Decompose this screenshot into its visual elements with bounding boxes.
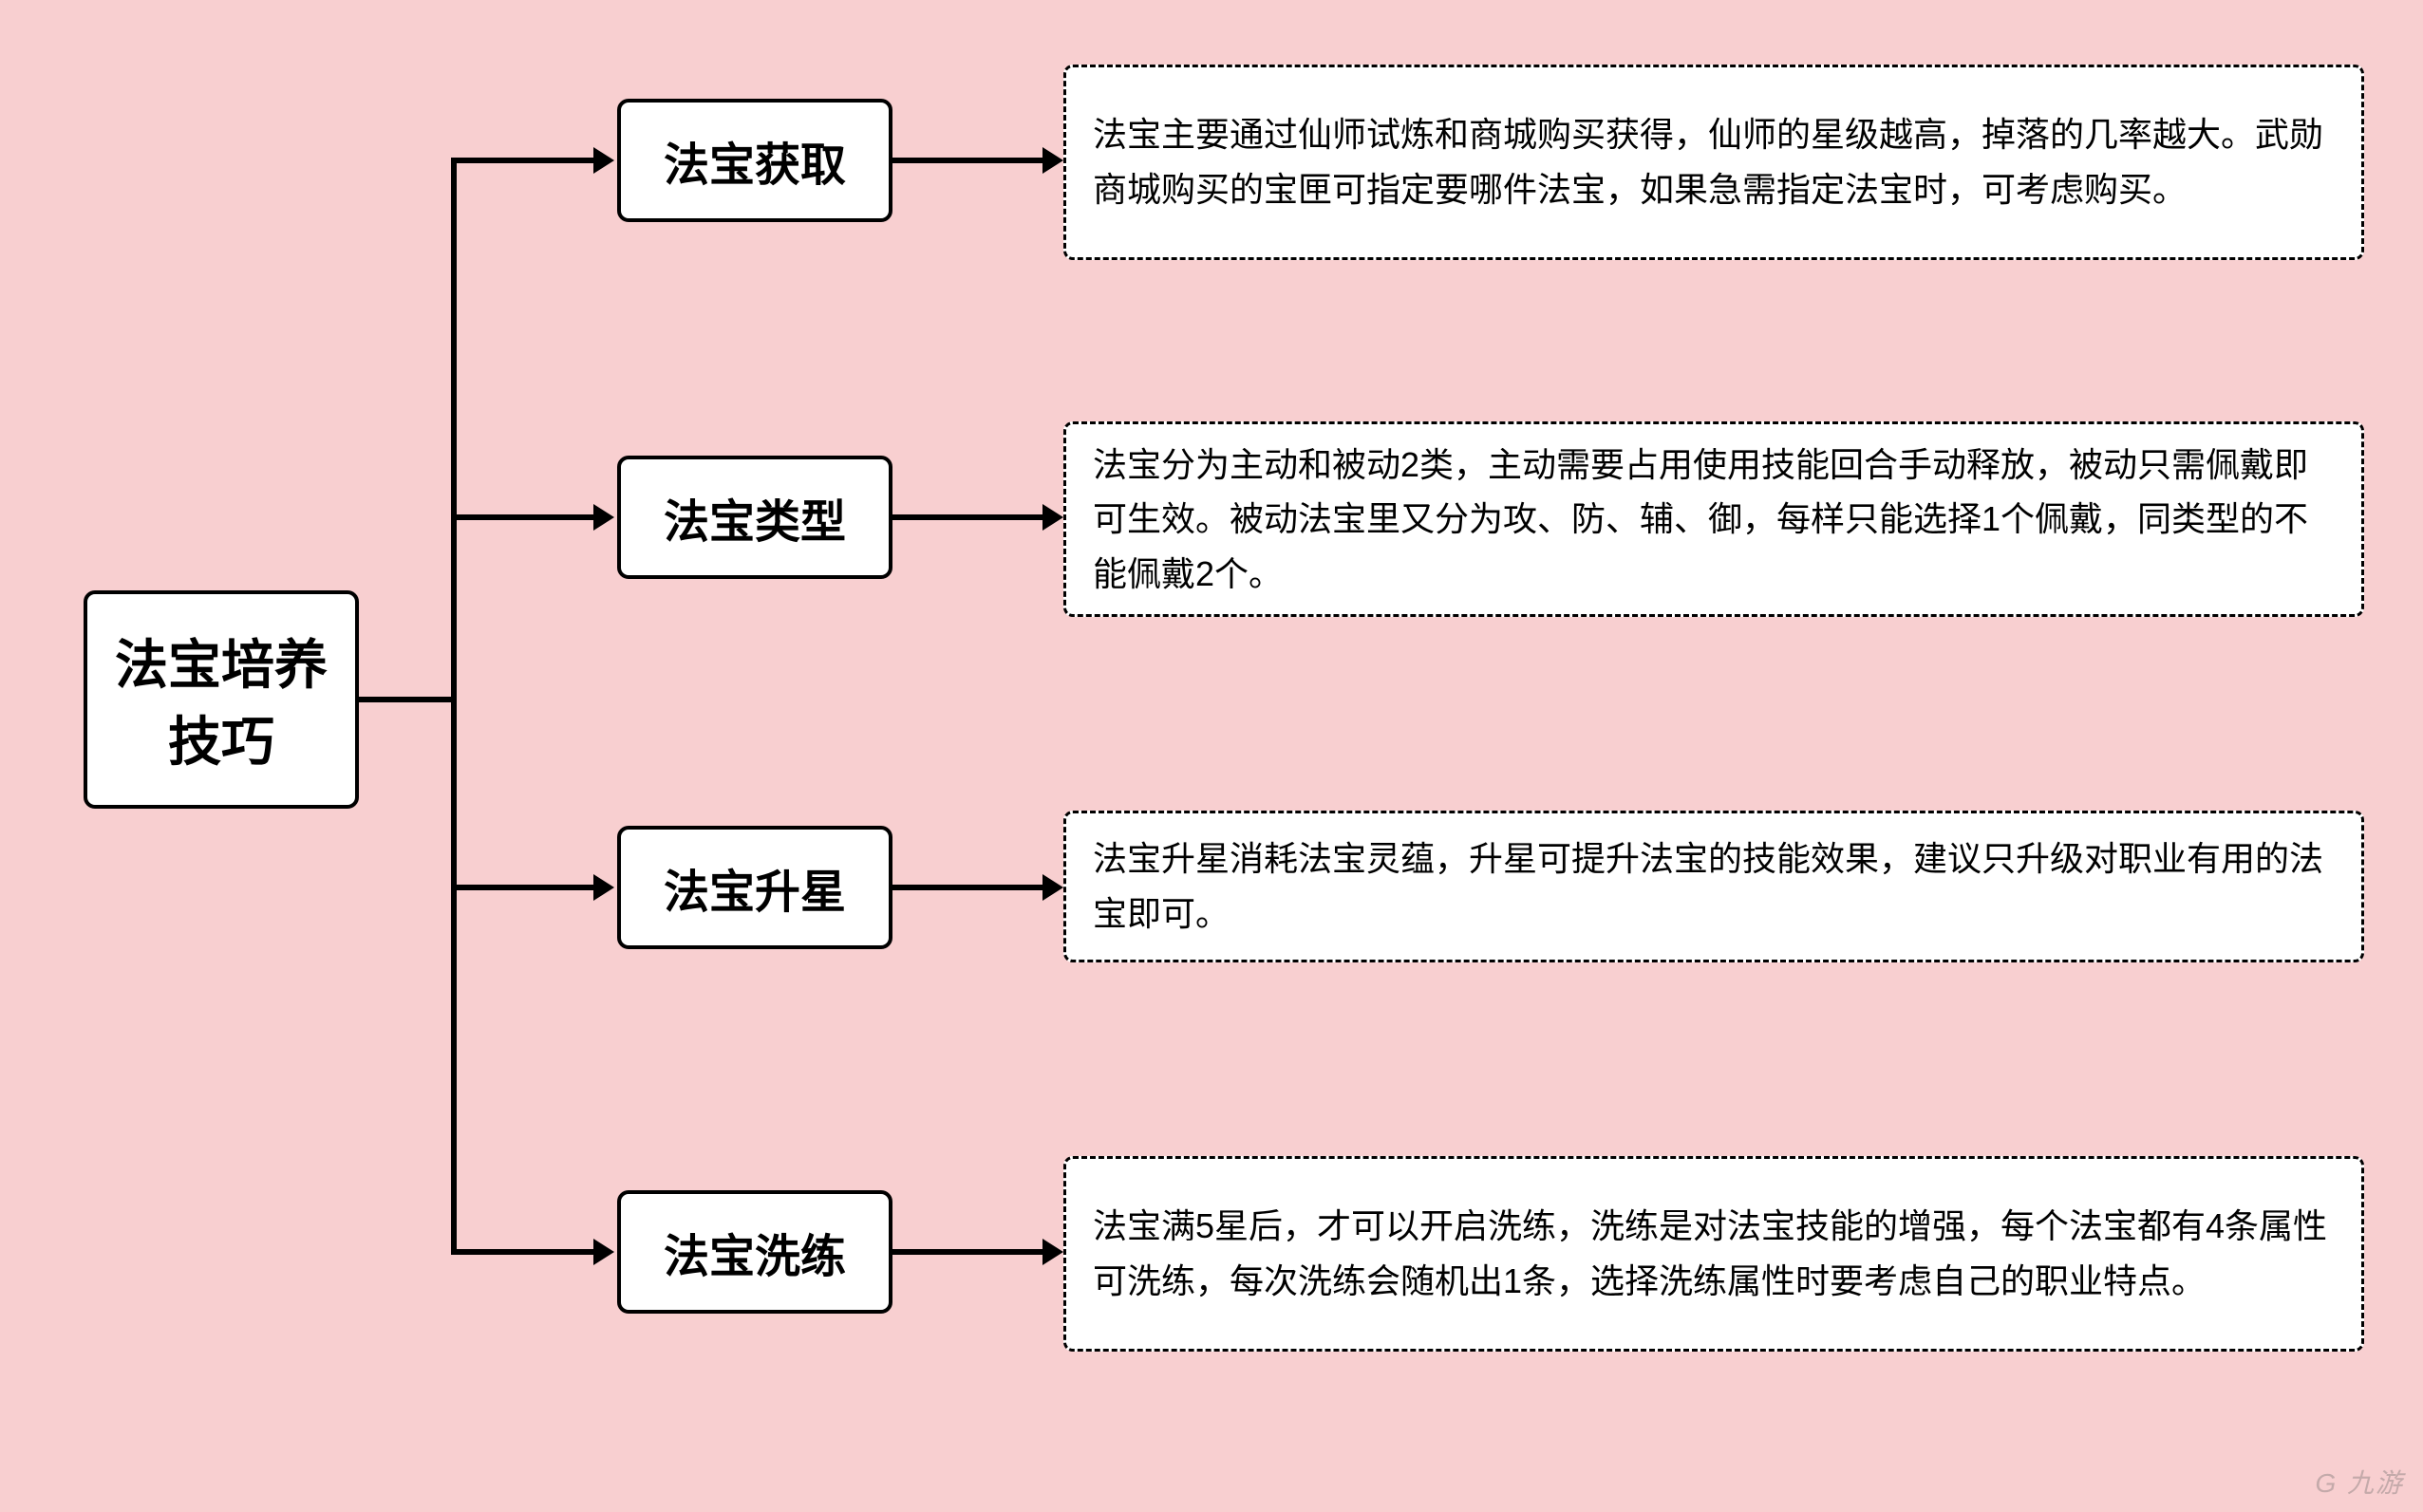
connector-trunk [451,158,457,1255]
connector-branch-2 [451,885,593,890]
arrow-desc-2 [1042,874,1063,901]
category-node-2: 法宝升星 [617,826,892,949]
category-label-0: 法宝获取 [664,127,846,194]
arrow-desc-3 [1042,1239,1063,1265]
category-label-2: 法宝升星 [664,854,846,921]
category-label-1: 法宝类型 [664,484,846,551]
description-node-2: 法宝升星消耗法宝灵蕴，升星可提升法宝的技能效果，建议只升级对职业有用的法宝即可。 [1063,811,2364,962]
arrow-desc-1 [1042,504,1063,531]
category-label-3: 法宝洗练 [664,1219,846,1285]
description-node-1: 法宝分为主动和被动2类，主动需要占用使用技能回合手动释放，被动只需佩戴即可生效。… [1063,421,2364,617]
description-text-0: 法宝主要通过仙师试炼和商城购买获得，仙师的星级越高，掉落的几率越大。武勋商城购买… [1093,107,2335,216]
description-text-2: 法宝升星消耗法宝灵蕴，升星可提升法宝的技能效果，建议只升级对职业有用的法宝即可。 [1093,831,2335,941]
description-node-3: 法宝满5星后，才可以开启洗练，洗练是对法宝技能的增强，每个法宝都有4条属性可洗练… [1063,1156,2364,1352]
description-text-1: 法宝分为主动和被动2类，主动需要占用使用技能回合手动释放，被动只需佩戴即可生效。… [1093,438,2335,602]
description-node-0: 法宝主要通过仙师试炼和商城购买获得，仙师的星级越高，掉落的几率越大。武勋商城购买… [1063,65,2364,260]
watermark: G 九游 [2315,1463,2404,1501]
connector-branch-0 [451,158,593,163]
arrow-branch-3 [593,1239,614,1265]
connector-branch-3 [451,1249,593,1255]
category-node-3: 法宝洗练 [617,1190,892,1314]
connector-desc-2 [892,885,1042,890]
arrow-branch-2 [593,874,614,901]
arrow-branch-0 [593,147,614,174]
connector-branch-1 [451,514,593,520]
connector-desc-1 [892,514,1042,520]
root-node: 法宝培养 技巧 [84,590,359,809]
connector-desc-3 [892,1249,1042,1255]
root-label: 法宝培养 技巧 [115,623,328,776]
arrow-branch-1 [593,504,614,531]
description-text-3: 法宝满5星后，才可以开启洗练，洗练是对法宝技能的增强，每个法宝都有4条属性可洗练… [1093,1199,2335,1308]
category-node-1: 法宝类型 [617,456,892,579]
arrow-desc-0 [1042,147,1063,174]
connector-desc-0 [892,158,1042,163]
category-node-0: 法宝获取 [617,99,892,222]
connector-root-stub [359,697,457,702]
